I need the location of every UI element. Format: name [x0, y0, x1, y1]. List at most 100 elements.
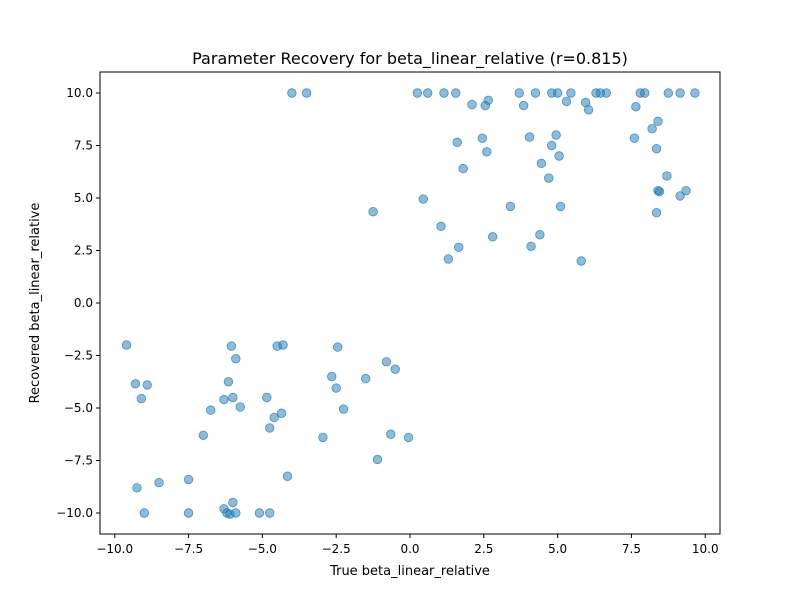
data-point — [675, 191, 685, 201]
y-axis-ticks: −10.0 −7.5 −5.0 −2.5 0.0 2.5 5.0 7.5 10.0 — [56, 86, 100, 520]
data-point — [228, 497, 238, 508]
data-point — [483, 95, 493, 106]
data-point — [418, 194, 428, 204]
data-point — [690, 88, 700, 98]
data-point — [583, 105, 594, 115]
data-point — [487, 232, 498, 242]
data-point — [524, 132, 535, 142]
data-point — [654, 186, 665, 197]
data-point — [139, 508, 149, 518]
data-point — [477, 133, 488, 143]
data-point — [282, 471, 293, 481]
data-point — [223, 377, 234, 387]
x-tick-label: −5.0 — [248, 542, 277, 556]
data-point — [318, 432, 328, 443]
data-point — [183, 474, 194, 485]
y-tick-label: 7.5 — [74, 139, 93, 153]
data-point — [278, 340, 288, 350]
data-point — [154, 477, 164, 488]
data-point — [198, 430, 209, 441]
data-point — [554, 151, 564, 161]
data-point — [231, 353, 241, 364]
y-tick-label: 0.0 — [74, 296, 93, 310]
y-tick-label: 5.0 — [74, 191, 93, 205]
data-point — [629, 133, 640, 143]
data-point — [136, 393, 147, 404]
x-tick-label: 7.5 — [622, 542, 641, 556]
data-point — [482, 147, 492, 157]
data-point — [121, 340, 132, 350]
x-axis-label: True beta_linear_relative — [329, 564, 490, 579]
y-tick-label: 10.0 — [66, 86, 93, 100]
data-point — [361, 373, 371, 384]
y-tick-label: −5.0 — [64, 401, 93, 415]
data-point — [231, 508, 241, 518]
data-point — [454, 242, 464, 253]
data-point — [530, 88, 541, 98]
data-point — [254, 508, 265, 518]
data-point — [452, 137, 462, 148]
data-point — [338, 404, 349, 414]
data-point — [576, 256, 586, 266]
data-point — [547, 140, 557, 151]
data-point — [265, 423, 275, 433]
data-point — [458, 163, 468, 174]
y-tick-label: −2.5 — [64, 349, 93, 363]
x-axis-ticks: −10.0 −7.5 −5.0 −2.5 0.0 2.5 5.0 7.5 10.0 — [96, 534, 719, 556]
data-point — [276, 408, 287, 418]
data-point — [183, 508, 194, 518]
data-point — [555, 201, 566, 212]
data-point — [467, 99, 477, 110]
data-point — [640, 88, 650, 98]
data-point — [390, 364, 400, 374]
data-point — [332, 342, 343, 352]
data-point — [631, 101, 641, 112]
data-point — [561, 96, 572, 107]
data-point — [675, 88, 685, 98]
data-point — [662, 171, 672, 181]
x-tick-label: −7.5 — [174, 542, 203, 556]
data-point — [301, 88, 312, 98]
data-points — [121, 88, 700, 519]
data-point — [381, 357, 392, 367]
data-point — [327, 371, 337, 382]
data-point — [566, 88, 576, 98]
data-point — [132, 483, 142, 493]
data-point — [287, 88, 297, 98]
data-point — [219, 394, 229, 405]
data-point — [552, 88, 563, 98]
y-tick-label: 2.5 — [74, 244, 93, 258]
data-point — [439, 88, 449, 98]
data-point — [451, 88, 461, 98]
y-tick-label: −10.0 — [56, 506, 93, 520]
y-tick-label: −7.5 — [64, 454, 93, 468]
data-point — [412, 88, 423, 98]
data-point — [536, 158, 547, 169]
data-point — [265, 508, 275, 518]
data-point — [681, 185, 691, 196]
data-point — [526, 241, 536, 252]
data-point — [142, 380, 152, 390]
x-tick-label: 0.0 — [400, 542, 419, 556]
data-point — [647, 123, 657, 134]
data-point — [368, 206, 378, 217]
data-point — [436, 221, 446, 232]
data-point — [331, 383, 341, 393]
chart-title: Parameter Recovery for beta_linear_relat… — [192, 49, 628, 69]
data-point — [551, 130, 561, 140]
data-point — [514, 88, 524, 98]
data-point — [206, 405, 216, 415]
data-point — [535, 230, 545, 240]
x-tick-label: 5.0 — [548, 542, 567, 556]
x-tick-label: 2.5 — [474, 542, 493, 556]
data-point — [653, 116, 663, 127]
data-point — [651, 143, 662, 154]
data-point — [130, 379, 141, 389]
data-point — [518, 100, 529, 111]
data-point — [235, 402, 245, 412]
x-tick-label: −2.5 — [322, 542, 351, 556]
x-tick-label: 10.0 — [692, 542, 719, 556]
data-point — [601, 88, 612, 98]
data-point — [663, 88, 674, 98]
